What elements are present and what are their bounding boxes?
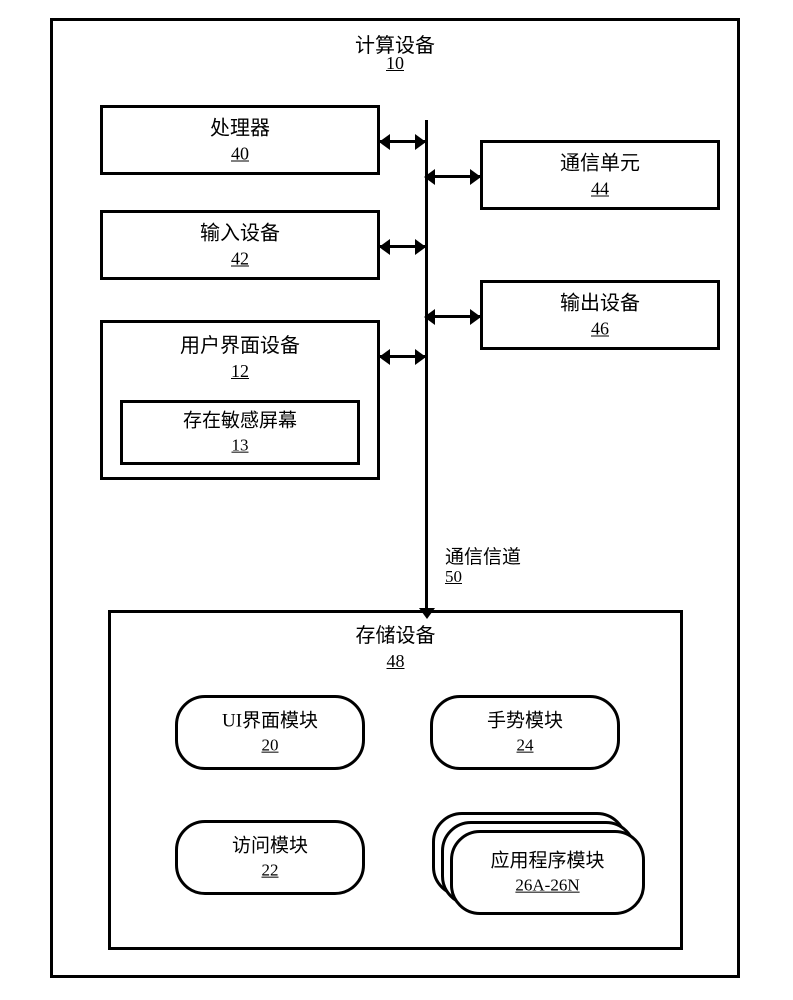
box-screen-title: 存在敏感屏幕 (123, 409, 357, 434)
box-screen-num: 13 (232, 436, 249, 456)
box-input: 输入设备42 (100, 210, 380, 280)
pill-access: 访问模块22 (175, 820, 365, 895)
box-proc-num: 40 (231, 144, 249, 165)
connector-comm-arrow-right (470, 169, 481, 185)
box-input-title: 输入设备 (103, 221, 377, 247)
pill-app-layer-0: 应用程序模块26A-26N (450, 830, 645, 915)
pill-gesture-title: 手势模块 (433, 709, 617, 734)
connector-input-arrow-right (415, 239, 426, 255)
pill-app-title: 应用程序模块 (453, 849, 642, 874)
box-output-title: 输出设备 (483, 291, 717, 317)
pill-uimod-num: 20 (262, 736, 279, 756)
box-uidev-title: 用户界面设备 (103, 333, 377, 359)
box-input-num: 42 (231, 249, 249, 270)
box-proc-title: 处理器 (103, 116, 377, 142)
pill-app-num: 26A-26N (515, 876, 579, 896)
connector-output-arrow-left (424, 309, 435, 325)
diagram-canvas: 计算设备10处理器40输入设备42用户界面设备12存在敏感屏幕13通信单元44输… (0, 0, 793, 1000)
box-output: 输出设备46 (480, 280, 720, 350)
connector-uidev-arrow-left (379, 349, 390, 365)
box-output-num: 46 (591, 319, 609, 340)
bus-label: 通信信道 (445, 542, 521, 569)
box-storage-num: 48 (387, 651, 405, 672)
box-screen: 存在敏感屏幕13 (120, 400, 360, 465)
bus-arrow-down (419, 608, 435, 619)
box-comm-num: 44 (591, 179, 609, 200)
pill-gesture: 手势模块24 (430, 695, 620, 770)
connector-uidev-arrow-right (415, 349, 426, 365)
pill-uimod-title: UI界面模块 (178, 709, 362, 734)
pill-uimod: UI界面模块20 (175, 695, 365, 770)
connector-output-arrow-right (470, 309, 481, 325)
connector-comm-arrow-left (424, 169, 435, 185)
bus-label-num: 50 (445, 567, 462, 587)
box-comm: 通信单元44 (480, 140, 720, 210)
connector-input-arrow-left (379, 239, 390, 255)
box-comm-title: 通信单元 (483, 151, 717, 177)
pill-gesture-num: 24 (517, 736, 534, 756)
pill-access-title: 访问模块 (178, 834, 362, 859)
box-storage-title: 存储设备 (111, 623, 680, 649)
bus-line (425, 120, 428, 610)
outer-num: 10 (53, 53, 737, 74)
box-proc: 处理器40 (100, 105, 380, 175)
pill-access-num: 22 (262, 861, 279, 881)
connector-proc-arrow-right (415, 134, 426, 150)
box-uidev-num: 12 (231, 361, 249, 382)
connector-proc-arrow-left (379, 134, 390, 150)
